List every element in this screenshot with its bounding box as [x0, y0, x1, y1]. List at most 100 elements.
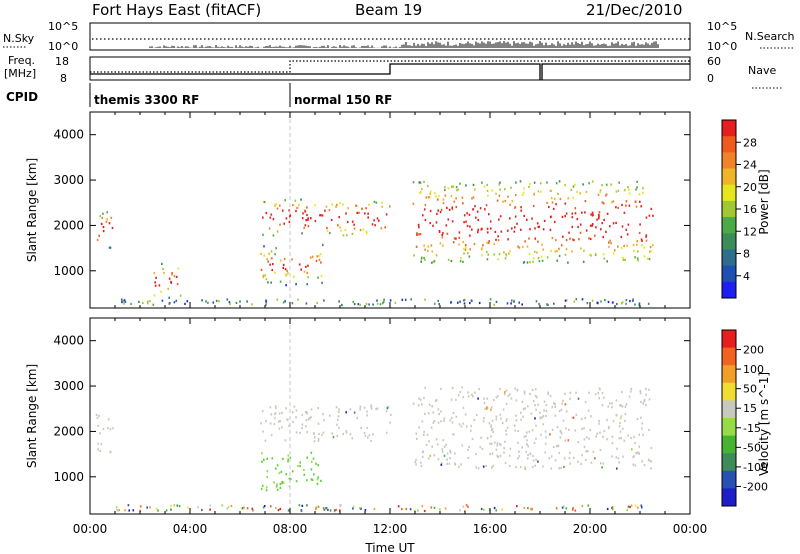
- echo-cell: [632, 243, 635, 247]
- echo-cell: [505, 419, 508, 422]
- echo-cell: [366, 414, 368, 417]
- echo-cell: [608, 241, 610, 244]
- echo-cell: [97, 442, 99, 445]
- echo-cell: [448, 208, 451, 211]
- echo-cell: [170, 281, 173, 284]
- ground-cell: [506, 302, 509, 305]
- echo-cell: [295, 283, 297, 286]
- echo-cell: [570, 188, 573, 192]
- echo-cell: [572, 416, 575, 419]
- colorbar-swatch: [722, 152, 736, 170]
- echo-cell: [316, 478, 319, 481]
- echo-cell: [339, 202, 341, 205]
- echo-cell: [284, 199, 286, 202]
- echo-cell: [549, 189, 552, 192]
- echo-cell: [449, 451, 452, 454]
- echo-cell: [462, 202, 464, 205]
- echo-cell: [509, 249, 511, 252]
- echo-cell: [524, 240, 526, 243]
- echo-cell: [485, 251, 488, 254]
- echo-cell: [636, 180, 638, 183]
- echo-cell: [539, 411, 541, 414]
- echo-cell: [461, 444, 464, 447]
- echo-cell: [475, 216, 477, 219]
- echo-cell: [322, 243, 324, 246]
- ground-cell: [263, 505, 266, 508]
- echo-cell: [631, 448, 633, 451]
- echo-cell: [363, 432, 366, 435]
- echo-cell: [627, 186, 629, 189]
- echo-cell: [109, 246, 112, 249]
- echo-cell: [102, 212, 104, 215]
- echo-cell: [526, 261, 529, 264]
- echo-cell: [485, 204, 488, 207]
- echo-cell: [589, 224, 592, 227]
- echo-cell: [444, 194, 447, 197]
- echo-cell: [591, 224, 593, 227]
- echo-cell: [460, 463, 462, 466]
- echo-cell: [645, 387, 647, 391]
- echo-cell: [628, 188, 630, 191]
- echo-cell: [452, 241, 455, 244]
- echo-cell: [439, 211, 442, 214]
- echo-cell: [279, 259, 282, 262]
- echo-cell: [427, 184, 429, 188]
- echo-cell: [521, 400, 524, 403]
- echo-cell: [307, 418, 310, 421]
- echo-cell: [310, 408, 313, 411]
- echo-cell: [307, 218, 309, 221]
- ground-cell: [523, 506, 526, 509]
- echo-cell: [595, 226, 597, 229]
- ground-cell: [365, 302, 368, 305]
- ground-cell: [547, 303, 549, 306]
- echo-cell: [335, 205, 337, 208]
- ground-cell: [277, 509, 280, 512]
- ground-cell: [239, 300, 241, 303]
- echo-cell: [623, 211, 626, 214]
- echo-cell: [626, 244, 628, 247]
- echo-cell: [555, 182, 558, 185]
- echo-cell: [564, 392, 566, 395]
- ground-cell: [564, 299, 567, 302]
- echo-cell: [305, 419, 308, 422]
- echo-cell: [546, 181, 548, 184]
- echo-cell: [489, 452, 491, 456]
- colorbar-swatch: [722, 168, 736, 186]
- colorbar-tick-label: 200: [743, 344, 764, 357]
- echo-cell: [640, 238, 643, 241]
- echo-cell: [313, 432, 315, 436]
- echo-cell: [591, 223, 594, 226]
- echo-cell: [279, 486, 282, 489]
- echo-cell: [317, 476, 319, 479]
- echo-cell: [535, 458, 537, 461]
- echo-cell: [514, 429, 516, 432]
- echo-cell: [95, 413, 98, 417]
- freq-panel: [89, 56, 691, 81]
- echo-cell: [498, 183, 500, 186]
- echo-cell: [639, 223, 641, 226]
- echo-cell: [479, 207, 482, 210]
- echo-cell: [370, 407, 373, 410]
- echo-cell: [491, 466, 493, 469]
- ground-cell: [329, 509, 332, 512]
- echo-cell: [612, 252, 615, 255]
- ground-cell: [376, 299, 378, 302]
- echo-cell: [263, 458, 265, 461]
- echo-cell: [615, 413, 618, 417]
- echo-cell: [337, 415, 340, 418]
- ground-cell: [226, 298, 229, 301]
- echo-cell: [642, 191, 644, 194]
- echo-cell: [346, 220, 349, 224]
- echo-cell: [595, 435, 597, 438]
- echo-cell: [446, 452, 449, 455]
- echo-cell: [262, 430, 264, 433]
- echo-cell: [478, 388, 480, 391]
- echo-cell: [619, 417, 622, 420]
- ground-cell: [372, 303, 374, 306]
- echo-cell: [461, 386, 463, 389]
- ground-cell: [495, 509, 497, 512]
- echo-cell: [428, 403, 431, 406]
- echo-cell: [524, 467, 527, 470]
- echo-cell: [418, 233, 420, 236]
- echo-cell: [385, 410, 388, 413]
